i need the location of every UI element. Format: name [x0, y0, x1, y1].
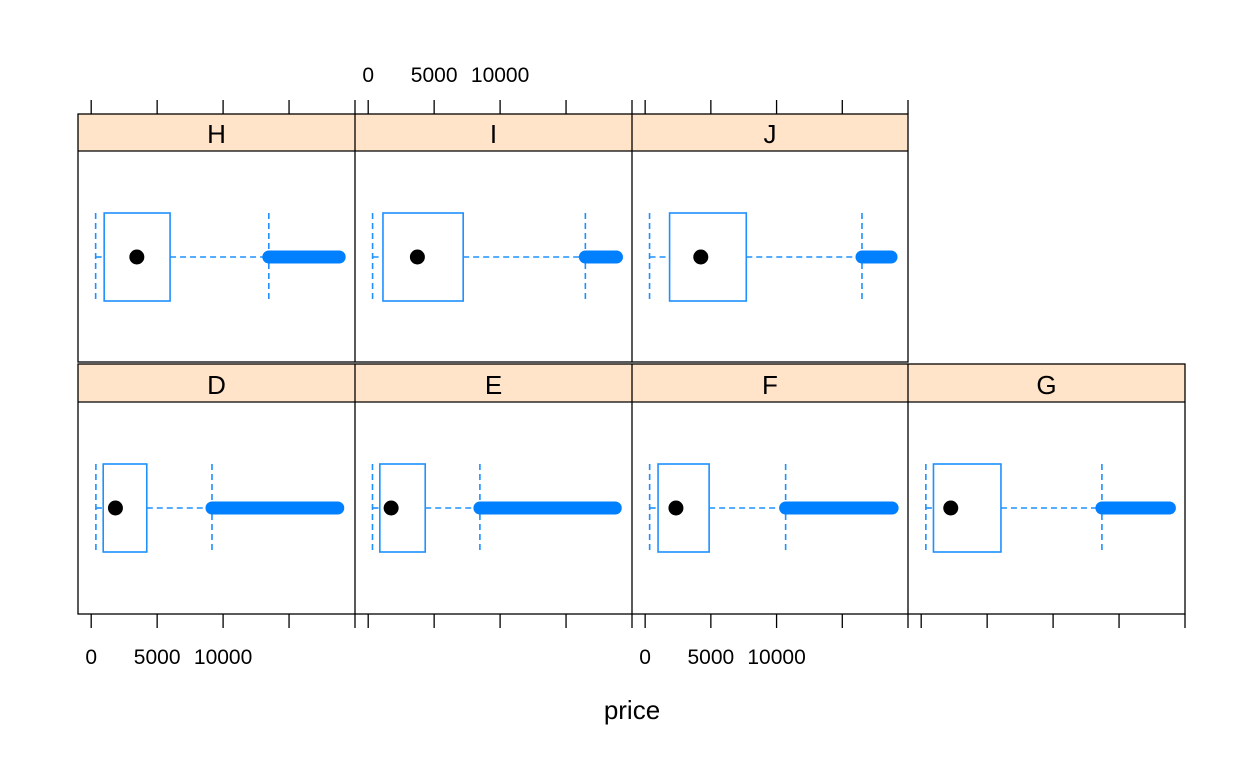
strip-g	[908, 364, 1185, 402]
median-dot	[668, 500, 684, 516]
panel-d: D	[78, 364, 355, 553]
box-iqr	[932, 463, 1002, 553]
box-iqr	[668, 212, 748, 302]
median-dot	[129, 249, 145, 265]
x-tick-label: 0	[639, 646, 651, 669]
panel-i: I	[355, 114, 632, 302]
median-dot	[409, 249, 425, 265]
median-dot	[943, 500, 959, 516]
box-iqr	[102, 463, 148, 553]
median-dot	[693, 249, 709, 265]
x-tick-label: 0	[362, 64, 374, 87]
x-tick-label: 10000	[747, 646, 805, 669]
x-axis-title: price	[604, 695, 660, 725]
box-iqr	[103, 212, 171, 302]
strip-d	[78, 364, 355, 402]
strip-h	[78, 114, 355, 151]
strip-label-h: H	[207, 119, 226, 149]
strip-j	[632, 114, 908, 151]
strip-i	[355, 114, 632, 151]
strip-label-f: F	[762, 370, 778, 400]
panels-group: D E F G H I J	[78, 114, 1185, 553]
strip-label-j: J	[764, 119, 777, 149]
median-dot	[383, 500, 399, 516]
strip-e	[355, 364, 632, 402]
x-tick-label: 5000	[411, 64, 458, 87]
x-tick-label: 10000	[471, 64, 529, 87]
panel-f: F	[632, 364, 908, 553]
x-tick-label: 10000	[194, 646, 252, 669]
box-iqr	[382, 212, 464, 302]
x-tick-label: 0	[85, 646, 97, 669]
strip-label-d: D	[207, 370, 226, 400]
strip-label-g: G	[1036, 370, 1056, 400]
strip-f	[632, 364, 908, 402]
strip-label-i: I	[490, 119, 497, 149]
panel-h: H	[78, 114, 355, 302]
panel-e: E	[355, 364, 632, 553]
strip-label-e: E	[485, 370, 502, 400]
x-tick-label: 5000	[134, 646, 181, 669]
panel-g: G	[908, 364, 1185, 553]
box-iqr	[379, 463, 427, 553]
box-iqr	[657, 463, 710, 553]
panel-j: J	[632, 114, 908, 302]
median-dot	[107, 500, 123, 516]
top-row-frame	[77, 113, 909, 363]
axes-group: 0 5000 10000 0 5000 10000 0 5000 10000	[77, 64, 1186, 669]
x-tick-label: 5000	[687, 646, 734, 669]
